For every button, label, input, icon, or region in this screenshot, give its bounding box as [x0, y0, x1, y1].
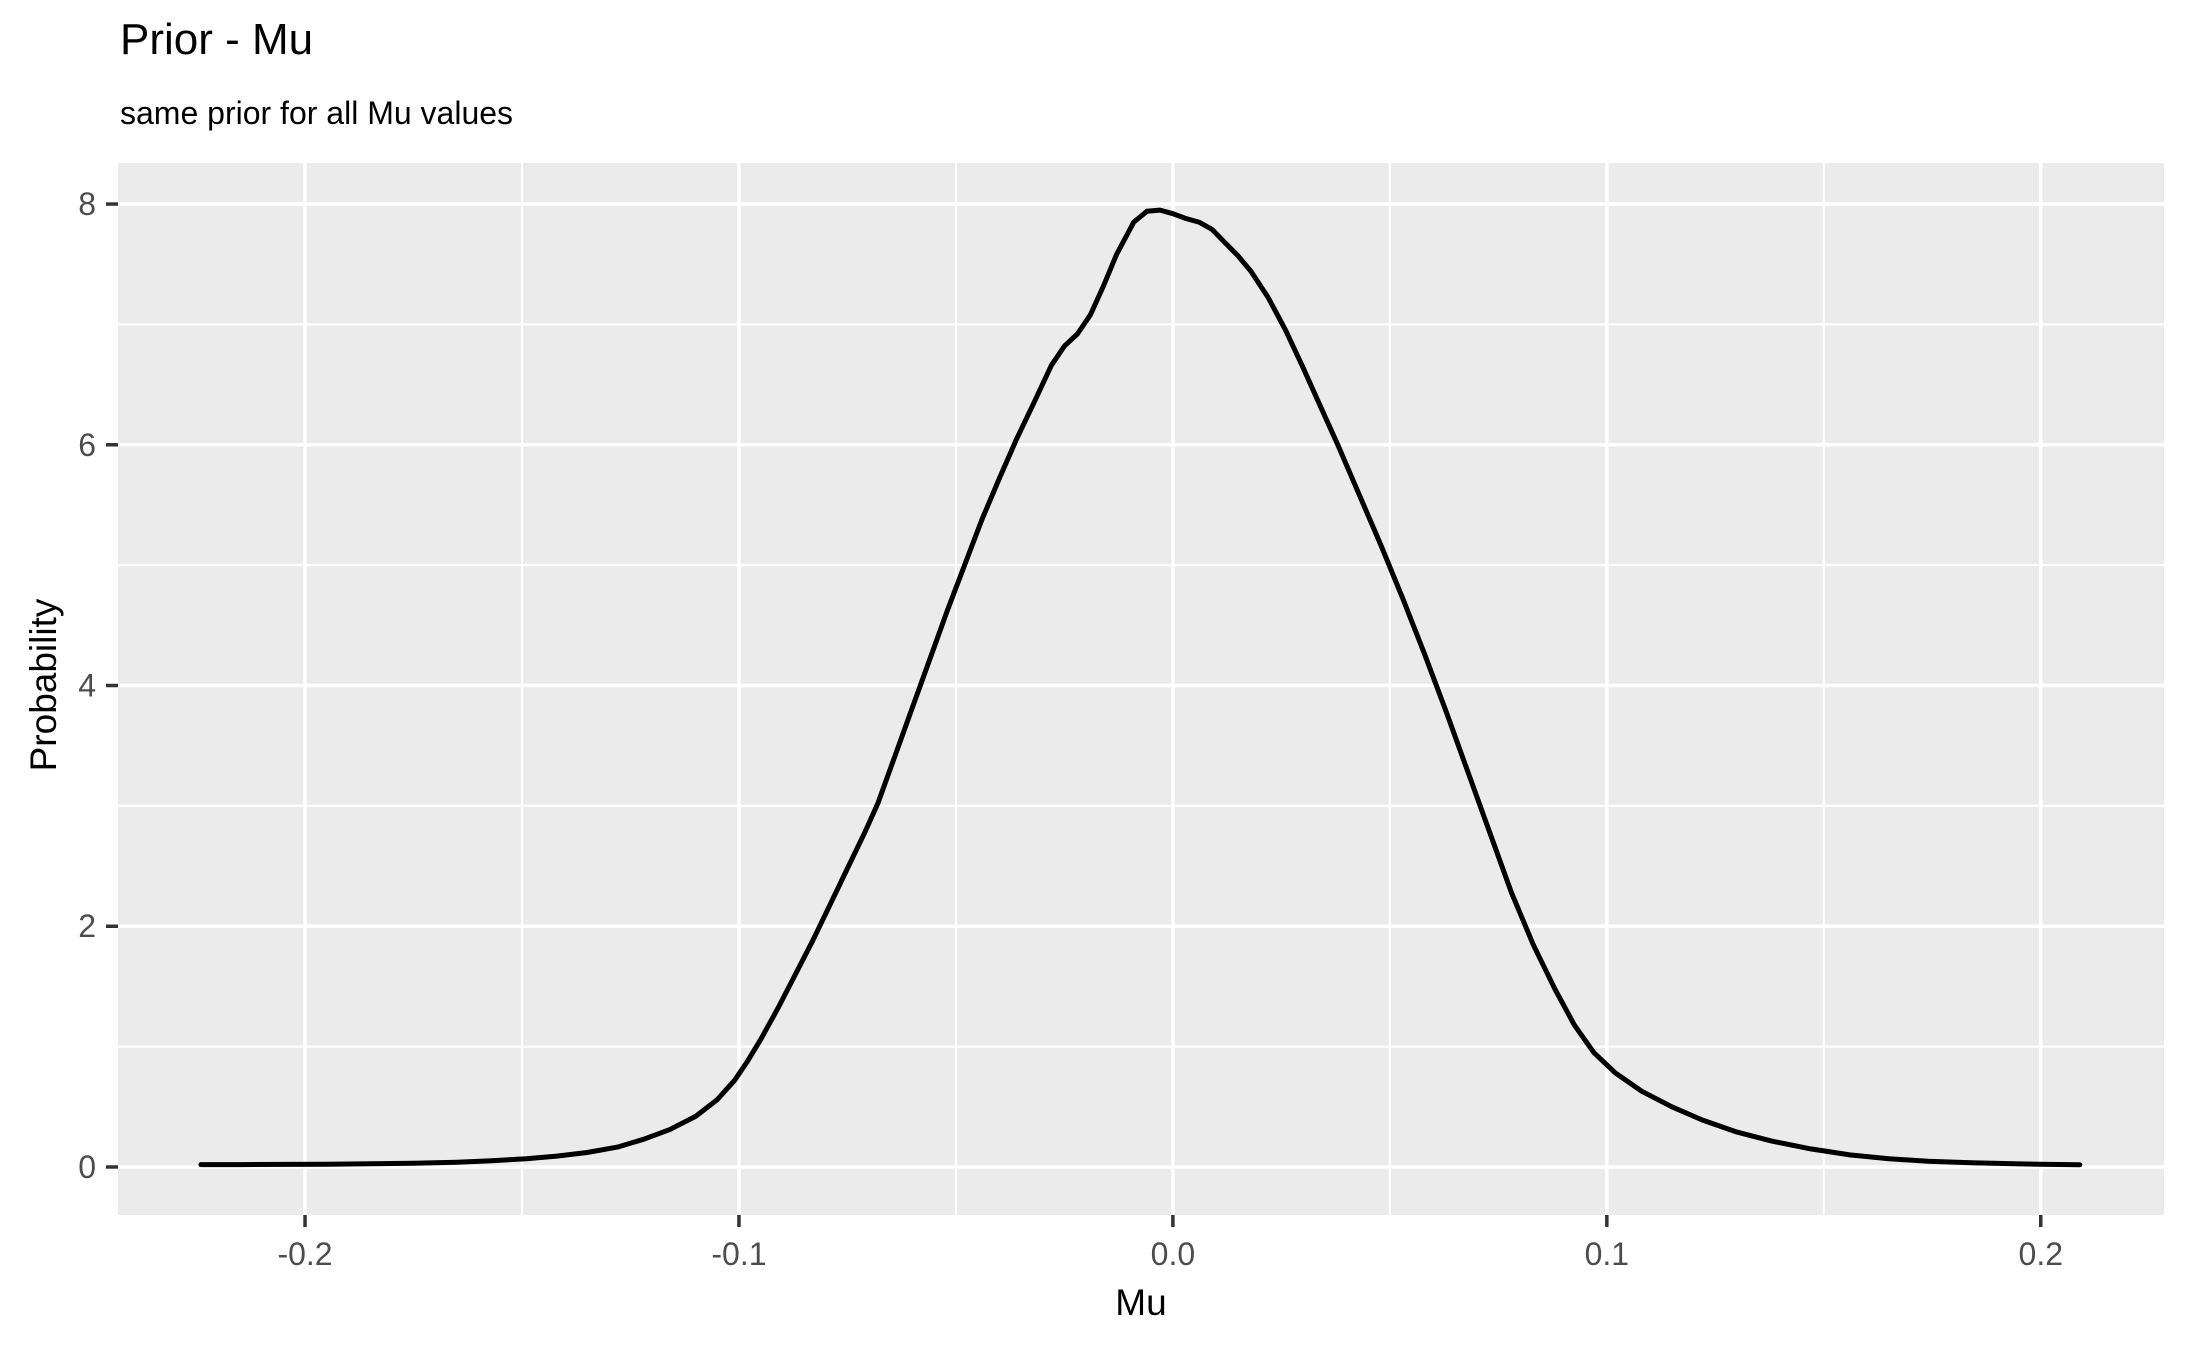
y-tick-label: 4	[78, 668, 96, 704]
plot-subtitle: same prior for all Mu values	[120, 95, 514, 131]
plot-title: Prior - Mu	[120, 15, 314, 64]
y-tick-label: 6	[78, 427, 96, 463]
panel-background	[118, 163, 2164, 1215]
x-tick-label: 0.0	[1151, 1236, 1195, 1272]
y-tick-label: 0	[78, 1149, 96, 1185]
y-axis-title: Probability	[23, 598, 64, 772]
x-tick-label: 0.1	[1585, 1236, 1629, 1272]
density-curve	[198, 207, 2083, 1168]
x-axis-title: Mu	[1115, 1282, 1167, 1323]
x-tick-label: 0.2	[2019, 1236, 2063, 1272]
y-tick-label: 8	[78, 186, 96, 222]
x-tick-label: -0.2	[277, 1236, 332, 1272]
x-tick-label: -0.1	[711, 1236, 766, 1272]
y-tick-label: 2	[78, 908, 96, 944]
